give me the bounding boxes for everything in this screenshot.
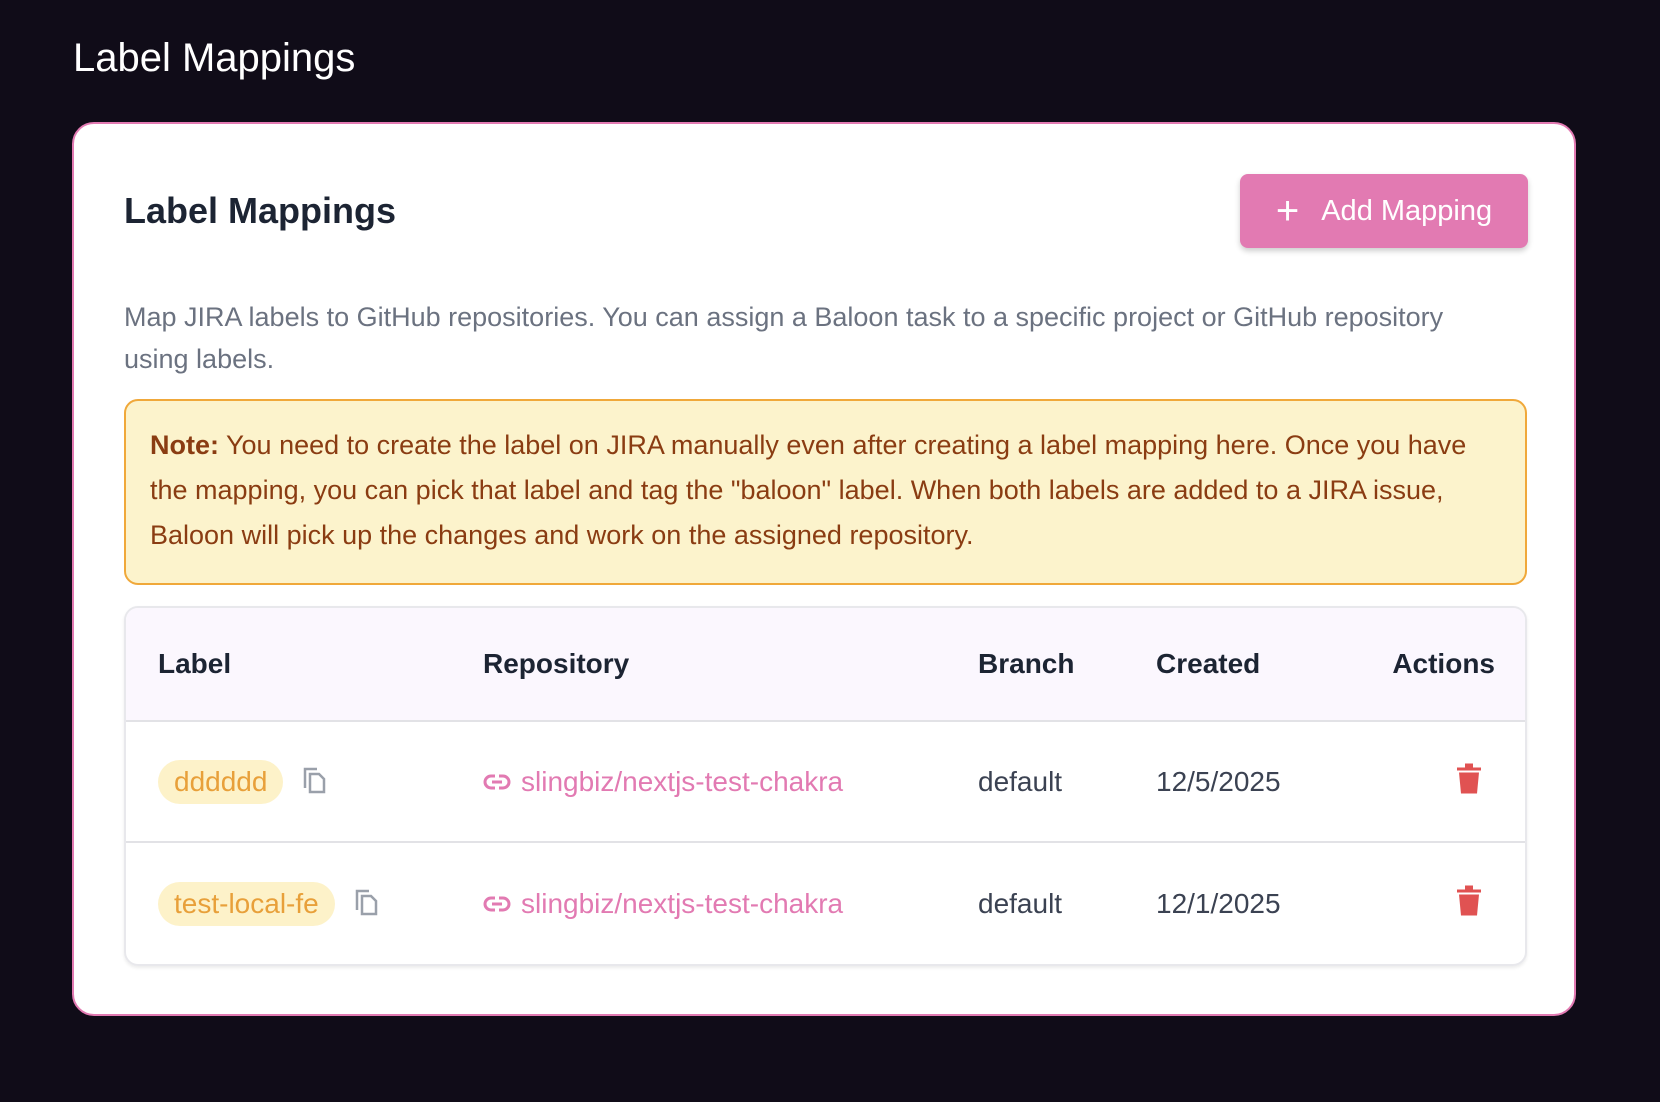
add-mapping-label: Add Mapping [1321,194,1493,227]
link-icon [483,895,511,912]
table-header: Label Repository Branch Created Actions [126,608,1525,722]
copy-icon[interactable] [353,888,379,923]
note-text: You need to create the label on JIRA man… [150,430,1467,550]
delete-button[interactable] [1457,885,1481,922]
mappings-table: Label Repository Branch Created Actions … [124,606,1527,966]
note-box: Note: You need to create the label on JI… [124,399,1527,585]
copy-icon[interactable] [301,766,327,801]
created-cell: 12/1/2025 [1156,887,1281,919]
label-badge: dddddd [158,759,284,804]
header-actions: Actions [1392,648,1495,679]
add-mapping-button[interactable]: + Add Mapping [1240,174,1528,248]
repository-name: slingbiz/nextjs-test-chakra [521,765,844,797]
header-repository: Repository [483,648,630,679]
repository-name: slingbiz/nextjs-test-chakra [521,887,844,919]
delete-button[interactable] [1457,763,1481,800]
label-mappings-card: Label Mappings + Add Mapping Map JIRA la… [72,122,1576,1016]
header-created: Created [1156,648,1261,679]
trash-icon [1457,885,1481,915]
table-row: dddddd slingbiz/nextjs-test-chakra defau… [126,722,1525,843]
label-badge: test-local-fe [158,881,335,926]
trash-icon [1457,763,1481,793]
repository-link[interactable]: slingbiz/nextjs-test-chakra [483,766,843,798]
branch-cell: default [978,765,1063,797]
header-branch: Branch [978,648,1075,679]
link-icon [483,773,511,790]
table-row: test-local-fe slingbiz/nextjs-test-chakr… [126,843,1525,964]
plus-icon: + [1275,189,1300,233]
page-title: Label Mappings [73,36,356,80]
created-cell: 12/5/2025 [1156,765,1281,797]
label-cell: test-local-fe [158,881,379,926]
branch-cell: default [978,887,1063,919]
note-label: Note: [150,430,219,460]
card-title: Label Mappings [124,190,397,231]
repository-link[interactable]: slingbiz/nextjs-test-chakra [483,888,843,920]
header-label: Label [158,648,232,679]
label-cell: dddddd [158,759,327,804]
description: Map JIRA labels to GitHub repositories. … [124,302,1444,374]
